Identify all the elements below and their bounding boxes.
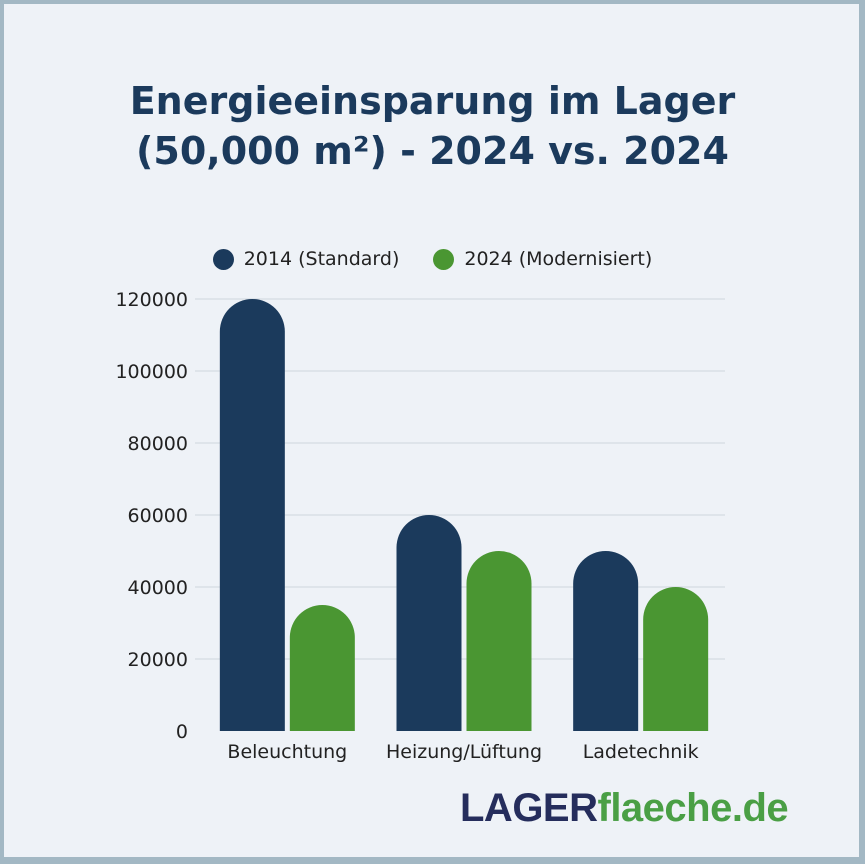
y-tick-label: 40000 xyxy=(128,577,188,599)
title-line-2: (50,000 m²) - 2024 vs. 2024 xyxy=(136,129,729,173)
bar-2024-2 xyxy=(643,587,709,731)
bar-2014-1 xyxy=(396,515,462,731)
logo: LAGERflaeche.de xyxy=(460,786,789,831)
legend-item-2024: 2024 (Modernisiert) xyxy=(433,248,652,270)
legend: 2014 (Standard) 2024 (Modernisiert) xyxy=(0,248,865,270)
legend-dot-icon xyxy=(212,248,234,270)
x-tick-label: Ladetechnik xyxy=(583,741,699,763)
y-tick-label: 120000 xyxy=(115,289,188,311)
legend-item-2014: 2014 (Standard) xyxy=(212,248,400,270)
chart-title: Energieeinsparung im Lager (50,000 m²) -… xyxy=(0,76,865,176)
title-line-1: Energieeinsparung im Lager xyxy=(129,79,736,123)
bar-2024-0 xyxy=(289,605,355,731)
x-tick-label: Beleuchtung xyxy=(227,741,347,763)
y-tick-label: 0 xyxy=(176,721,188,743)
bar-2014-2 xyxy=(573,551,639,731)
legend-label: 2024 (Modernisiert) xyxy=(464,248,653,270)
legend-label: 2014 (Standard) xyxy=(243,248,400,270)
y-tick-label: 60000 xyxy=(128,505,188,527)
bar-2024-1 xyxy=(466,551,532,731)
logo-part-2: flaeche.de xyxy=(597,786,789,830)
bar-2014-0 xyxy=(219,299,285,731)
y-tick-label: 20000 xyxy=(128,649,188,671)
y-tick-label: 80000 xyxy=(128,433,188,455)
y-tick-label: 100000 xyxy=(115,361,188,383)
logo-part-1: LAGER xyxy=(460,786,598,830)
legend-dot-icon xyxy=(433,248,455,270)
x-tick-label: Heizung/Lüftung xyxy=(386,741,542,763)
